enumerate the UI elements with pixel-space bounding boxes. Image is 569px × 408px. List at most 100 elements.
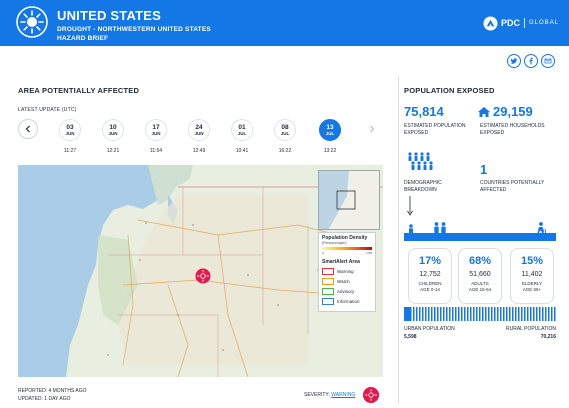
- brand-global: GLOBAL: [529, 20, 560, 26]
- email-share-button[interactable]: [541, 54, 555, 68]
- age-group-count: 51,660: [469, 271, 491, 278]
- legend-label: Watch: [337, 279, 350, 284]
- countries-label-line1: COUNTRIES POTENTIALLY: [480, 180, 545, 186]
- facebook-share-button[interactable]: [524, 54, 538, 68]
- timeline-date-day: 10: [109, 124, 117, 131]
- legend-subtitle: (Persons/sqkm): [322, 241, 347, 245]
- urban-label: URBAN POPULATION: [404, 326, 455, 332]
- timeline-next-button[interactable]: [362, 119, 382, 139]
- hazard-name: DROUGHT - NORTHWESTERN UNITED STATES: [57, 26, 211, 33]
- arrow-down-icon: [407, 196, 413, 216]
- chevron-left-icon: [25, 125, 30, 133]
- latest-update-label: LATEST UPDATE (UTC): [18, 107, 77, 113]
- population-title: POPULATION EXPOSED: [404, 86, 495, 95]
- timeline-date-day: 03: [66, 124, 74, 131]
- adults-icon: [434, 222, 446, 235]
- age-group-category: ADULTS: [471, 281, 489, 286]
- density-gradient: [322, 247, 372, 250]
- age-group-percent: 68%: [468, 255, 492, 267]
- countries-label: COUNTRIES POTENTIALLY AFFECTED: [480, 180, 544, 194]
- density-tick-low: 0: [322, 251, 324, 255]
- population-total-label: ESTIMATED POPULATION EXPOSED: [404, 123, 466, 137]
- legend-item: Information: [322, 298, 372, 305]
- timeline-date[interactable]: 13 JUL: [319, 119, 341, 141]
- hazard-title: DROUGHT - NORTHWESTERN UNITED STATES HAZ…: [57, 25, 211, 43]
- drought-sun-icon: [16, 6, 48, 38]
- age-group-category: ELDERLY: [521, 281, 543, 286]
- age-group-card: 15% 11,402 ELDERLY AGE 65+: [510, 248, 554, 304]
- severity-link[interactable]: WARNING: [331, 392, 356, 398]
- severity: SEVERITY: WARNING: [304, 392, 355, 398]
- brand-divider: [524, 18, 526, 28]
- email-icon: [544, 58, 552, 64]
- pdc-logo-icon: [483, 15, 498, 31]
- age-group-range: AGE 15-64: [468, 287, 492, 292]
- brief-label: HAZARD BRIEF: [57, 35, 109, 42]
- countries-label-line2: AFFECTED: [480, 187, 507, 193]
- timeline-date-day: 13: [326, 124, 334, 131]
- map-legend: Population Density (Persons/sqkm) 0 >768…: [318, 232, 376, 312]
- age-group-percent: 15%: [520, 255, 544, 267]
- age-group-category: CHILDREN: [418, 281, 442, 286]
- house-icon: [478, 107, 490, 117]
- hazard-map[interactable]: Population Density (Persons/sqkm) 0 >768…: [18, 165, 383, 377]
- timeline-prev-button[interactable]: [18, 119, 38, 139]
- legend-item: Warning: [322, 268, 372, 275]
- population-total: 75,814: [404, 104, 444, 119]
- timeline-date[interactable]: 08 JUL: [274, 119, 296, 141]
- timeline-date-day: 17: [152, 124, 160, 131]
- timeline-date-month: JUN: [65, 131, 75, 136]
- timeline-time: 10:41: [235, 148, 249, 154]
- age-group-card: 17% 12,752 CHILDREN AGE 0-14: [408, 248, 452, 304]
- timeline-date[interactable]: 24 JUN: [188, 119, 210, 141]
- reported-text: REPORTED: 4 MONTHS AGO: [18, 388, 87, 394]
- rural-label: RURAL POPULATION: [505, 326, 556, 332]
- smartalert-title: SmartAlert Area: [322, 259, 360, 265]
- timeline-time: 16:22: [278, 148, 292, 154]
- timeline-date-month: JUN: [194, 131, 204, 136]
- age-group-range: AGE 0-14: [420, 287, 440, 292]
- twitter-icon: [510, 58, 518, 64]
- density-tick-high: >768: [365, 251, 372, 255]
- inset-map-canvas: [319, 171, 379, 229]
- timeline-date[interactable]: 17 JUN: [145, 119, 167, 141]
- legend-swatch: [322, 268, 334, 275]
- population-total-label-line1: ESTIMATED POPULATION: [404, 123, 466, 129]
- timeline-date-month: JUL: [325, 131, 335, 136]
- twitter-share-button[interactable]: [507, 54, 521, 68]
- population-total-label-line2: EXPOSED: [404, 130, 429, 136]
- density-ticks: 0 >768: [322, 251, 372, 255]
- urban-rural-bar: [404, 307, 556, 321]
- legend-swatch: [322, 278, 334, 285]
- legend-label: Advisory: [337, 289, 355, 294]
- timeline-date-day: 01: [238, 124, 246, 131]
- pdc-logo[interactable]: PDC GLOBAL: [483, 14, 559, 32]
- households-label-line2: EXPOSED: [480, 130, 505, 136]
- facebook-icon: [529, 57, 533, 65]
- legend-items: Warning Watch Advisory Information: [322, 268, 372, 305]
- age-group-count: 11,402: [521, 271, 543, 278]
- severity-label: SEVERITY:: [304, 392, 330, 398]
- age-group-card: 68% 51,660 ADULTS AGE 15-64: [458, 248, 502, 304]
- timeline-time: 13:22: [323, 148, 337, 154]
- demographic-label: DEMOGRAPHIC BREAKDOWN: [404, 180, 442, 194]
- severity-drought-icon: [363, 387, 379, 403]
- timeline-date[interactable]: 10 JUN: [102, 119, 124, 141]
- timeline-date[interactable]: 01 JUL: [231, 119, 253, 141]
- timeline-time: 12:21: [106, 148, 120, 154]
- timeline-date-day: 24: [195, 124, 203, 131]
- timeline-date-month: JUL: [280, 131, 290, 136]
- chevron-right-icon: [370, 125, 375, 133]
- timeline-date-month: JUN: [151, 131, 161, 136]
- demographic-label-line2: BREAKDOWN: [404, 187, 437, 193]
- countries-count: 1: [480, 162, 488, 177]
- timeline-time: 11:54: [149, 148, 163, 154]
- urban-share-fill: [404, 307, 410, 321]
- people-group-icon: [408, 152, 433, 170]
- timeline-time: 12:49: [192, 148, 206, 154]
- households-label-line1: ESTIMATED HOUSEHOLDS: [480, 123, 545, 129]
- households-total: 29,159: [493, 104, 533, 119]
- timeline-date[interactable]: 03 JUN: [59, 119, 81, 141]
- demographic-label-line1: DEMOGRAPHIC: [404, 180, 442, 186]
- hazard-marker-icon[interactable]: [195, 268, 211, 284]
